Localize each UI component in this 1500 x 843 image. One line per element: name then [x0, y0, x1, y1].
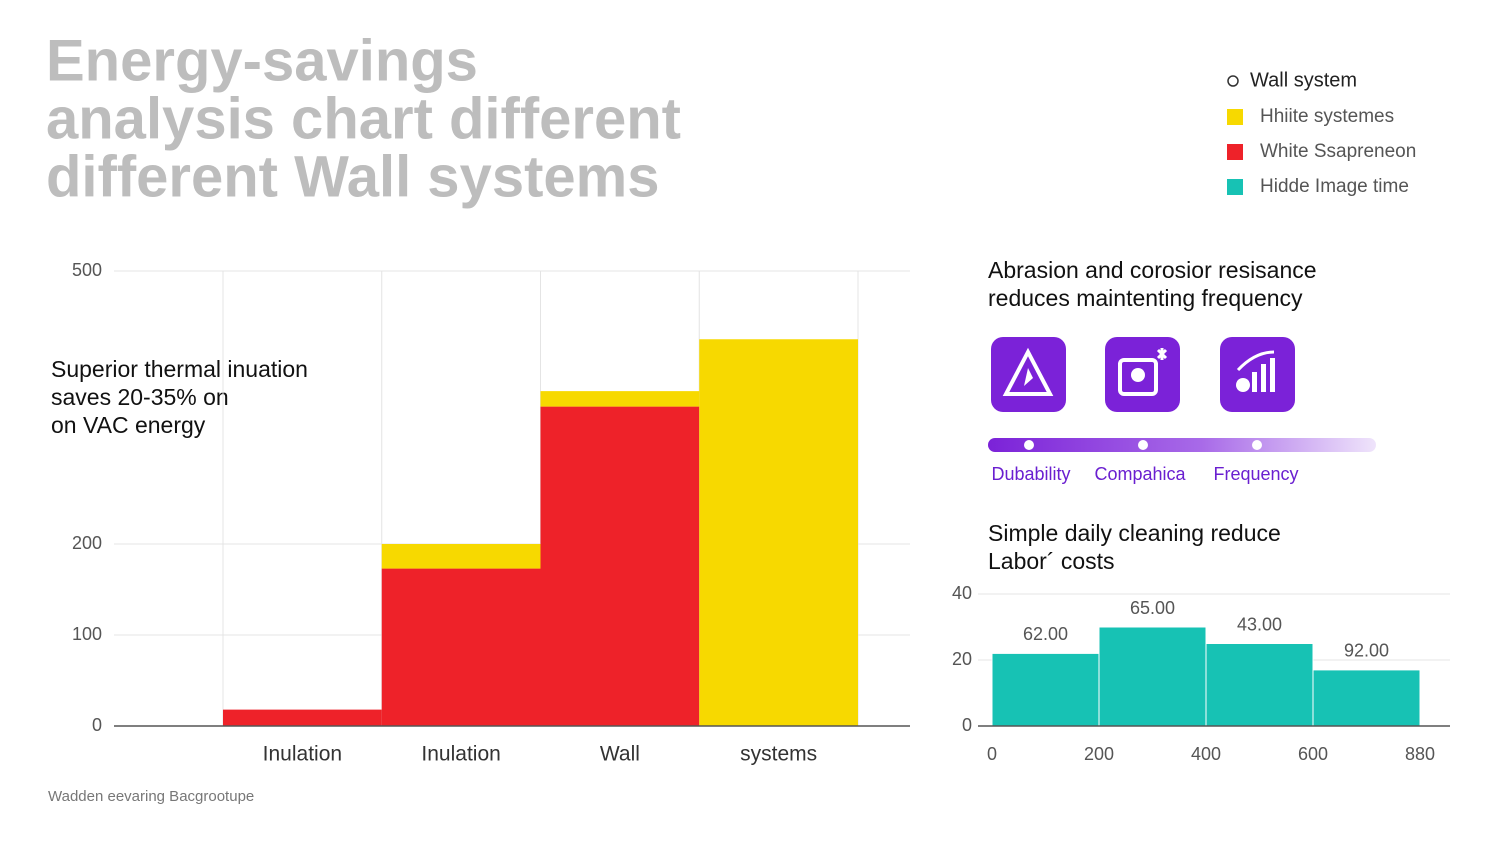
icon-glyph — [1156, 348, 1168, 360]
x-tick-label: Inulation — [263, 743, 342, 766]
y-tick-label: 500 — [72, 260, 102, 280]
x-tick-label: 880 — [1405, 744, 1435, 764]
y-tick-label: 40 — [952, 583, 972, 603]
bar-segment — [223, 709, 382, 726]
slider-dot — [1024, 440, 1034, 450]
panel-heading: reduces maintenting frequency — [988, 285, 1303, 311]
icon-glyph — [1024, 368, 1033, 386]
footer: Wadden eevaring Bacgrootupe — [48, 788, 254, 805]
legend-marker — [1227, 75, 1239, 87]
bar-annotation: 65.00 — [1130, 598, 1175, 618]
x-tick-label: Inulation — [421, 743, 500, 766]
icon-glyph — [1118, 358, 1158, 396]
slider-dot — [1252, 440, 1262, 450]
icon-glyph — [1236, 350, 1275, 372]
slider-track — [988, 438, 1376, 452]
x-tick-label: Wall — [600, 743, 640, 766]
legend-title: Wall system — [1250, 69, 1357, 91]
slider-label: Dubability — [991, 464, 1070, 484]
bar-annotation: 43.00 — [1237, 614, 1282, 634]
icon-glyph — [1002, 347, 1054, 396]
bar-annotation: 62.00 — [1023, 624, 1068, 644]
y-tick-label: 0 — [92, 715, 102, 735]
y-tick-label: 0 — [962, 715, 972, 735]
x-tick-label: systems — [740, 743, 817, 766]
chart-title: Simple daily cleaning reduce — [988, 520, 1281, 546]
bar-annotation: 92.00 — [1344, 641, 1389, 661]
chart-title: different Wall systems — [46, 144, 659, 209]
y-tick-label: 200 — [72, 533, 102, 553]
bar-segment — [381, 568, 541, 726]
histogram-bar — [1098, 626, 1207, 727]
icon-glyph — [1131, 368, 1145, 382]
chart-title: analysis chart different — [46, 86, 681, 151]
legend-label: Hhiite systemes — [1260, 106, 1394, 127]
legend-swatch — [1227, 144, 1243, 160]
x-tick-label: 400 — [1191, 744, 1221, 764]
chart-title: Energy-savings — [46, 28, 478, 93]
histogram-bar — [1205, 643, 1314, 727]
slider-label: Frequency — [1213, 464, 1298, 484]
chart-title: Labor´ costs — [988, 548, 1115, 574]
bar-segment — [699, 339, 858, 726]
slider-dot — [1138, 440, 1148, 450]
legend-swatch — [1227, 109, 1243, 125]
icon-glyph — [1261, 364, 1266, 392]
legend-swatch — [1227, 179, 1243, 195]
y-tick-label: 100 — [72, 624, 102, 644]
histogram-bar — [1312, 669, 1421, 727]
y-tick-label: 20 — [952, 649, 972, 669]
slider-label: Compahica — [1094, 464, 1186, 484]
bar-segment — [540, 406, 700, 726]
annotation: on VAC energy — [51, 412, 206, 438]
histogram-bar — [991, 652, 1100, 727]
x-tick-label: 200 — [1084, 744, 1114, 764]
bar-segment — [540, 391, 700, 407]
x-tick-label: 0 — [987, 744, 997, 764]
x-tick-label: 600 — [1298, 744, 1328, 764]
legend-label: White Ssapreneon — [1260, 141, 1416, 162]
panel-heading: Abrasion and corosior resisance — [988, 257, 1317, 283]
icon-row — [991, 337, 1295, 412]
annotation: saves 20-35% on — [51, 384, 229, 410]
icon-glyph — [1236, 378, 1250, 392]
bar-segment — [381, 544, 541, 569]
icon-glyph — [1252, 372, 1257, 392]
legend-label: Hidde Image time — [1260, 176, 1409, 197]
annotation: Superior thermal inuation — [51, 356, 308, 382]
icon-glyph — [1270, 358, 1275, 392]
icon-frequency — [1220, 337, 1295, 412]
